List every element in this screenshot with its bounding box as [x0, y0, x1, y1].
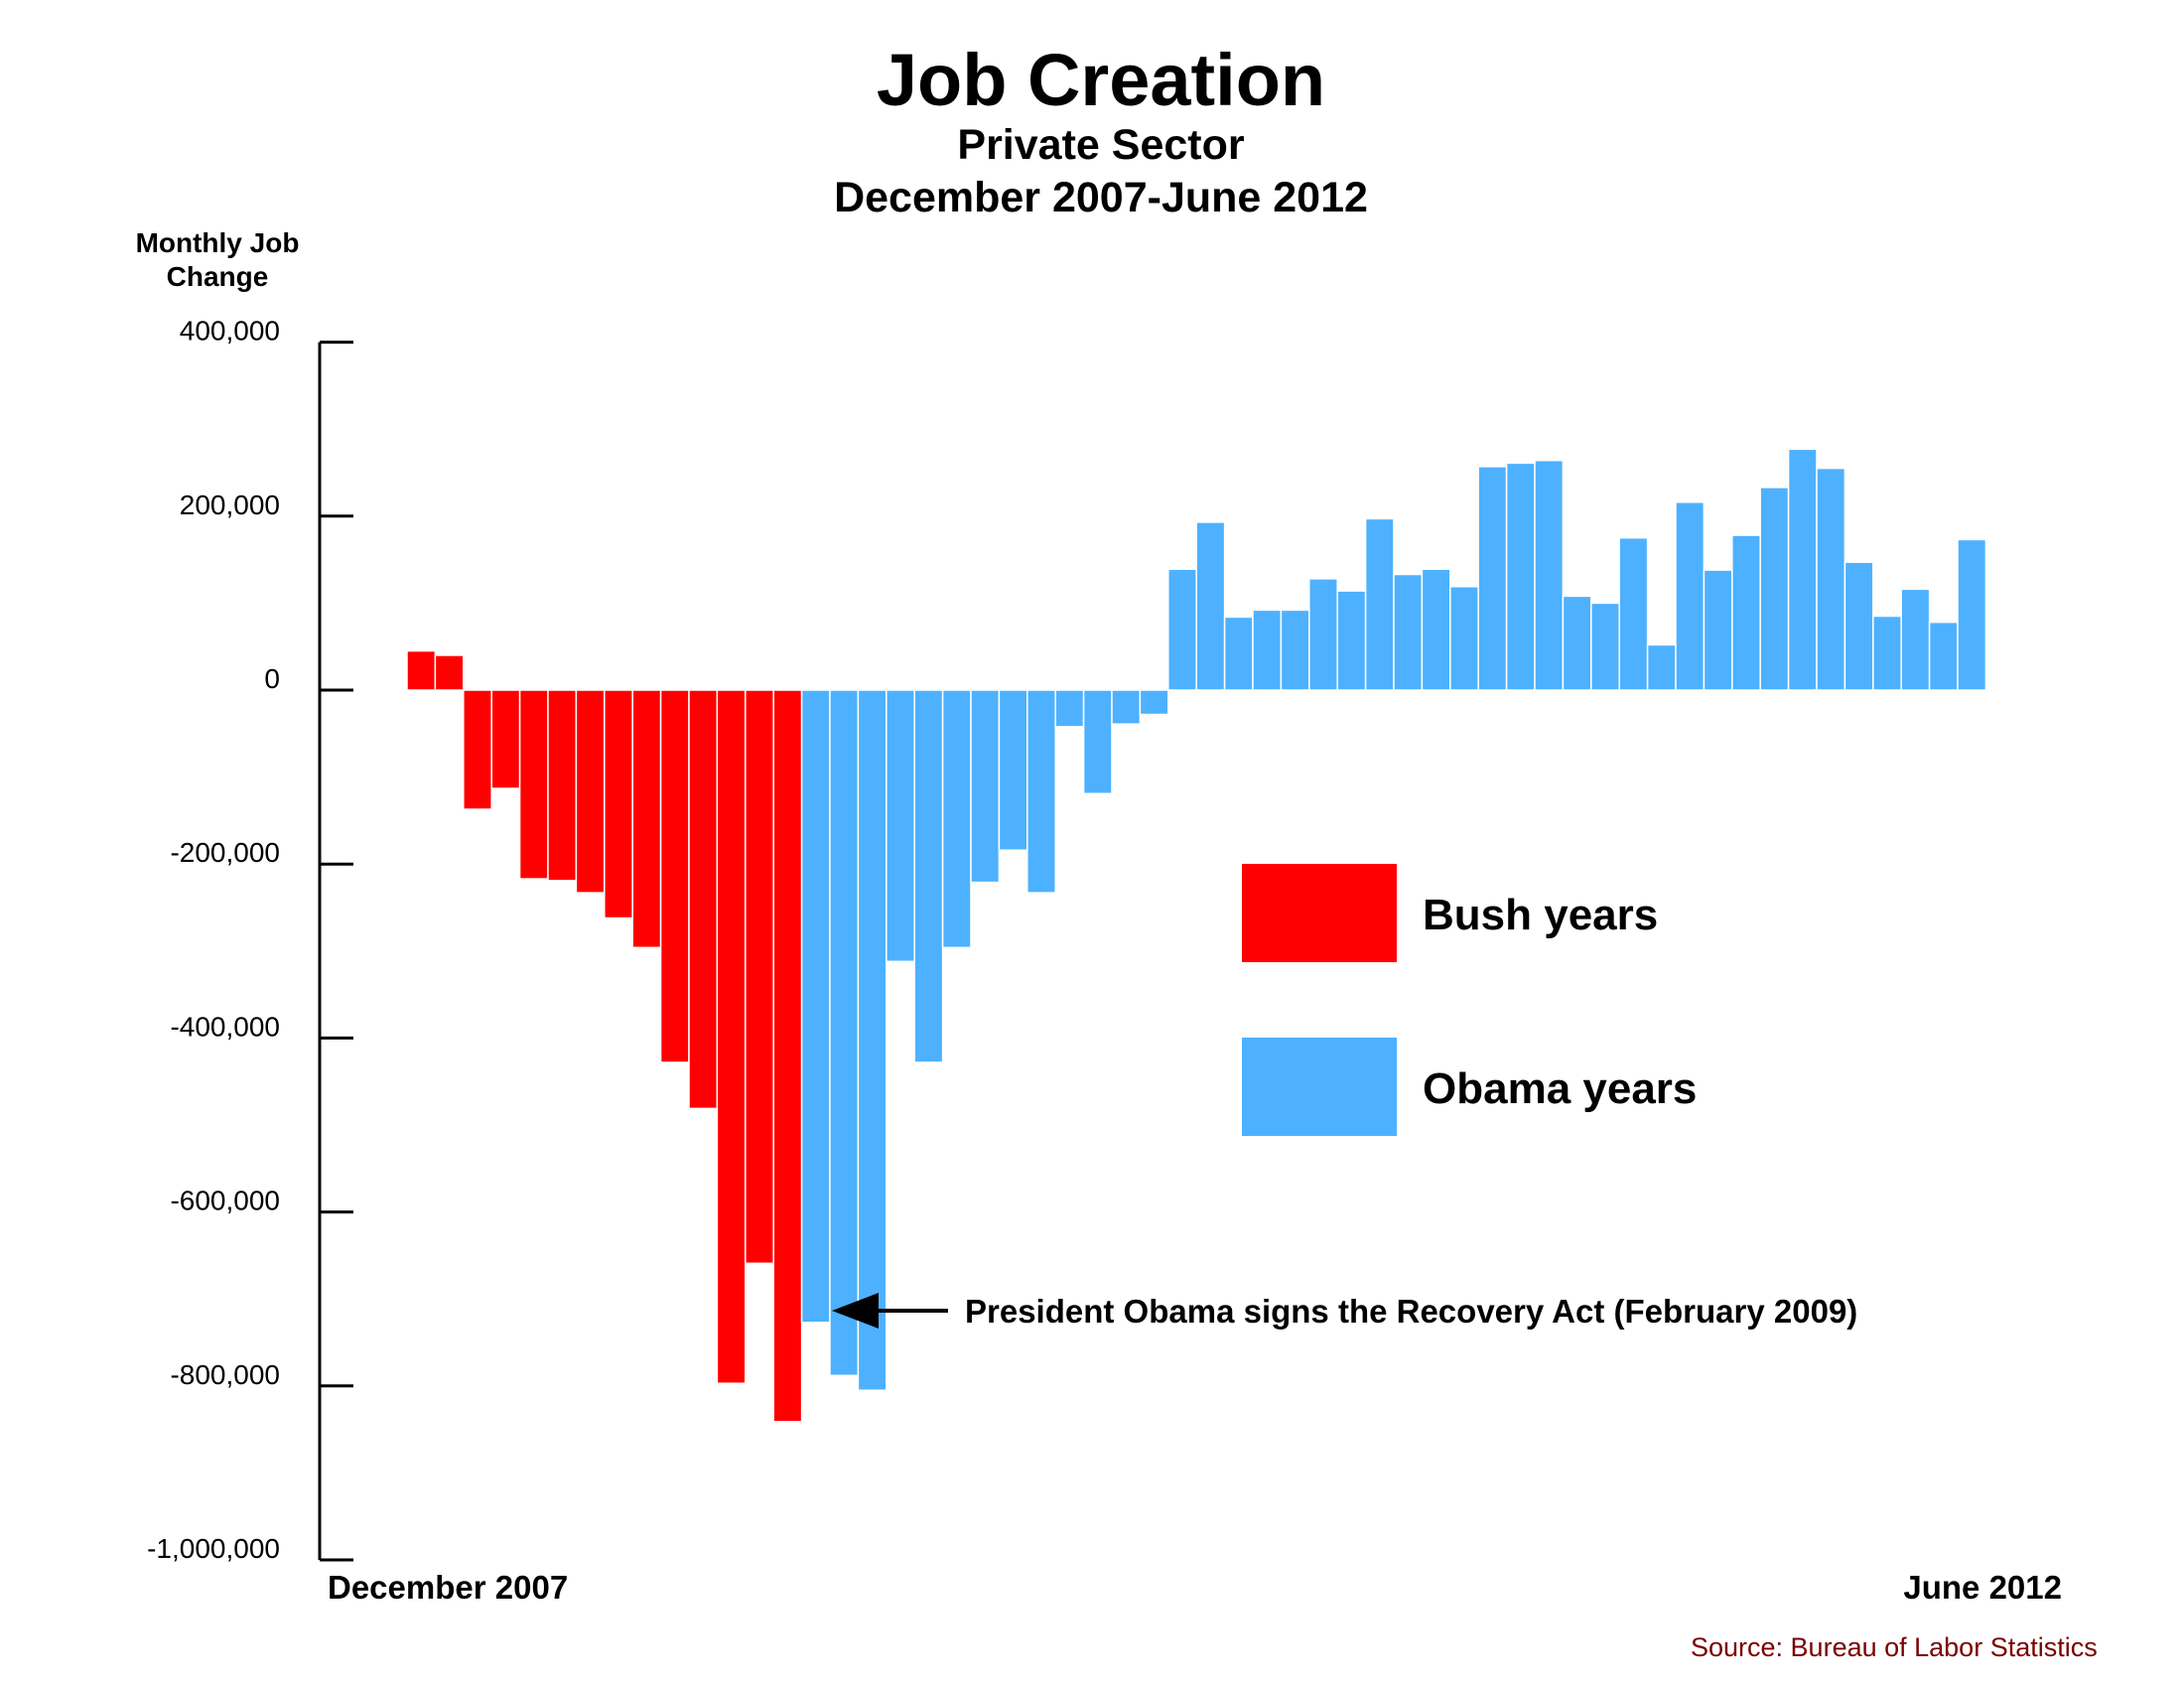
bar-obama	[1195, 521, 1226, 691]
bar-obama	[1111, 689, 1142, 725]
bar-bush	[463, 689, 492, 810]
bar-bush	[716, 689, 747, 1384]
bar-obama	[1421, 568, 1451, 691]
bar-bush	[745, 689, 774, 1265]
bar-obama	[886, 689, 915, 963]
bar-bush	[772, 689, 803, 1423]
bar-bush	[604, 689, 633, 919]
bar-obama	[1957, 538, 1987, 691]
y-axis: 400,000 200,000 0 -200,000 -400,000 -600,000 -…	[147, 316, 353, 1564]
legend-bush-label: Bush years	[1423, 891, 1659, 939]
y-tick-label: -400,000	[170, 1011, 280, 1042]
legend-obama-label: Obama years	[1423, 1064, 1698, 1113]
bar-bush	[406, 649, 437, 691]
bar-obama	[1054, 689, 1085, 728]
annotation-arrow	[832, 1293, 948, 1329]
bar-obama	[1872, 615, 1902, 691]
bar-obama	[1675, 501, 1706, 691]
source-note: Source: Bureau of Labor Statistics	[1691, 1632, 2098, 1662]
y-tick-label: -600,000	[170, 1186, 280, 1216]
bar-bush	[490, 689, 521, 789]
bar-obama	[857, 689, 887, 1391]
y-axis-label-line-2: Change	[167, 261, 269, 292]
bar-obama	[1026, 689, 1056, 894]
bar-obama	[1703, 569, 1733, 691]
chart-subtitle-sector: Private Sector	[957, 121, 1245, 169]
bar-obama	[1364, 517, 1395, 691]
legend-obama-swatch	[1242, 1038, 1397, 1136]
y-tick-label: -200,000	[170, 837, 280, 868]
bar-obama	[1449, 586, 1479, 691]
bar-bush	[631, 689, 662, 949]
bar-obama	[1280, 609, 1310, 691]
bar-obama	[970, 689, 1001, 884]
bar-bush	[688, 689, 719, 1110]
x-axis-end-label: June 2012	[1903, 1569, 2062, 1606]
bar-obama	[1618, 536, 1649, 691]
bar-obama	[1787, 448, 1818, 691]
bar-obama	[1393, 573, 1424, 691]
bar-obama	[800, 689, 831, 1324]
bar-obama	[998, 689, 1028, 851]
bar-obama	[1534, 459, 1565, 691]
bar-obama	[1731, 534, 1761, 691]
bar-obama	[1308, 578, 1338, 691]
y-axis-label-line-1: Monthly Job	[136, 227, 300, 258]
bars-group	[406, 448, 1987, 1423]
bar-obama	[1139, 689, 1169, 716]
bar-obama	[1167, 568, 1197, 691]
chart-title: Job Creation	[876, 39, 1326, 121]
bar-bush	[659, 689, 690, 1063]
bar-obama	[1843, 561, 1874, 691]
bar-obama	[829, 689, 860, 1377]
bar-obama	[1759, 487, 1790, 691]
bar-obama	[941, 689, 972, 949]
bar-obama	[1646, 643, 1677, 691]
y-tick-label: -1,000,000	[147, 1533, 280, 1564]
bar-obama	[1590, 602, 1620, 691]
y-tick-label: -800,000	[170, 1359, 280, 1390]
y-tick-label: 200,000	[180, 490, 280, 520]
bar-obama	[1928, 621, 1959, 691]
recovery-act-annotation: President Obama signs the Recovery Act (…	[965, 1293, 1858, 1330]
bar-obama	[1562, 595, 1592, 691]
bar-obama	[1336, 590, 1367, 691]
x-axis-start-label: December 2007	[328, 1569, 568, 1606]
bar-bush	[434, 654, 465, 691]
bar-bush	[518, 689, 549, 880]
chart-subtitle-date-range: December 2007-June 2012	[834, 174, 1368, 221]
bar-obama	[1900, 588, 1931, 691]
bar-bush	[575, 689, 606, 894]
bar-obama	[1477, 466, 1508, 691]
bar-obama	[1252, 609, 1283, 691]
bar-obama	[1816, 467, 1846, 691]
bar-obama	[913, 689, 944, 1063]
bar-obama	[1505, 462, 1536, 691]
bar-bush	[547, 689, 578, 882]
y-tick-label: 400,000	[180, 316, 280, 347]
bar-obama	[1223, 616, 1254, 691]
y-tick-label: 0	[264, 663, 280, 694]
bar-obama	[1082, 689, 1113, 794]
legend-bush-swatch	[1242, 864, 1397, 962]
